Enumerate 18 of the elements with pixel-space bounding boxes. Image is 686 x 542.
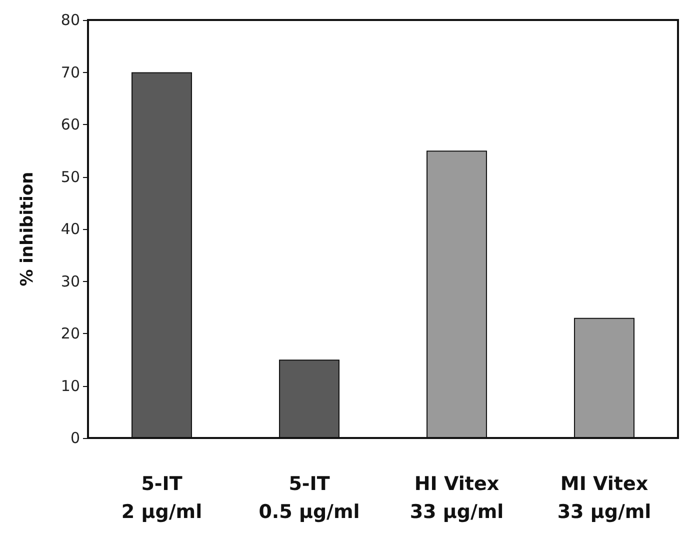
y-axis-title: % inhibition (18, 172, 38, 286)
bar (132, 72, 192, 438)
y-tick-label: 10 (60, 376, 80, 395)
y-tick-label: 50 (60, 168, 80, 186)
y-tick-label: 40 (60, 220, 80, 238)
y-tick-label: 70 (60, 63, 80, 82)
y-tick-label: 80 (60, 11, 80, 29)
x-tick-label: 5-IT 0.5 µg/ml (258, 473, 360, 523)
bar (426, 150, 487, 438)
x-tick-label: HI Vitex 33 µg/ml (410, 473, 504, 523)
y-tick-label: 30 (60, 272, 80, 290)
y-tick-label: 60 (60, 116, 80, 134)
y-tick-label: 0 (70, 429, 80, 447)
x-tick-label: MI Vitex 33 µg/ml (557, 473, 652, 523)
y-tick-label: 20 (60, 324, 80, 342)
bar (574, 318, 634, 438)
x-tick-label: 5-IT 2 µg/ml (121, 473, 202, 523)
bar (279, 360, 340, 438)
